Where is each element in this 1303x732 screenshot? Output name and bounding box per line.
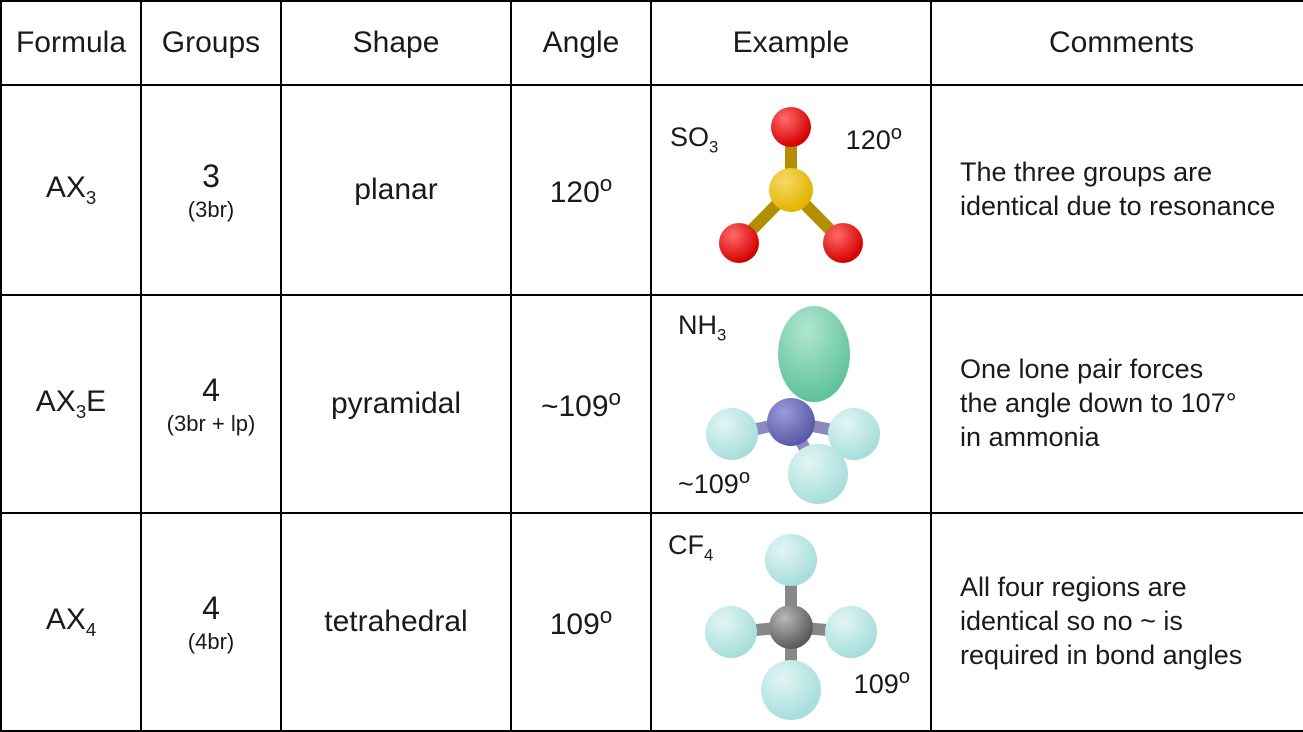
example-formula-label: CF4 (668, 530, 713, 565)
degree-icon: o (600, 171, 613, 196)
cell-groups: 4 (4br) (141, 513, 281, 731)
groups-note: (3br + lp) (152, 411, 270, 437)
cell-groups: 3 (3br) (141, 85, 281, 295)
cell-angle: ~109o (511, 295, 651, 513)
cell-example: SO3 120o (651, 85, 931, 295)
degree-icon: o (739, 466, 750, 488)
header-row: Formula Groups Shape Angle Example Comme… (1, 1, 1303, 85)
header-groups: Groups (141, 1, 281, 85)
groups-main: 3 (152, 158, 270, 195)
cell-example: NH3 ~109o (651, 295, 931, 513)
angle-value: ~109 (541, 390, 609, 423)
example-angle-value: ~109 (678, 469, 739, 499)
cell-comments: The three groups are identical due to re… (931, 85, 1303, 295)
formula-suffix: E (86, 385, 106, 418)
example-formula-label: NH3 (678, 310, 726, 345)
comments-line: One lone pair forces (960, 354, 1203, 384)
table-row: AX3 3 (3br) planar 120o SO3 120o (1, 85, 1303, 295)
formula-base: AX (46, 171, 86, 204)
formula-sub: 4 (86, 619, 96, 640)
formula-base: AX (46, 603, 86, 636)
table-row: AX4 4 (4br) tetrahedral 109o CF4 109o (1, 513, 1303, 731)
header-example: Example (651, 1, 931, 85)
example-angle-value: 120 (846, 125, 891, 155)
formula-sub: 3 (86, 187, 96, 208)
degree-icon: o (899, 666, 910, 688)
degree-icon: o (609, 385, 622, 410)
example-angle-label: 120o (846, 122, 902, 156)
groups-main: 4 (152, 590, 270, 627)
example-sub: 4 (704, 545, 713, 564)
example-sub: 3 (709, 137, 718, 156)
angle-value: 109 (550, 608, 600, 641)
groups-note: (3br) (152, 197, 270, 223)
header-shape: Shape (281, 1, 511, 85)
cell-comments: One lone pair forces the angle down to 1… (931, 295, 1303, 513)
comments-line: the angle down to 107° (960, 388, 1237, 418)
header-formula: Formula (1, 1, 141, 85)
example-formula-label: SO3 (670, 122, 718, 157)
cell-formula: AX3 (1, 85, 141, 295)
degree-icon: o (600, 603, 613, 628)
cell-angle: 109o (511, 513, 651, 731)
cell-shape: planar (281, 85, 511, 295)
cell-shape: pyramidal (281, 295, 511, 513)
example-base: CF (668, 530, 704, 560)
cell-groups: 4 (3br + lp) (141, 295, 281, 513)
groups-main: 4 (152, 372, 270, 409)
example-angle-label: ~109o (678, 466, 750, 500)
angle-value: 120 (550, 176, 600, 209)
cell-shape: tetrahedral (281, 513, 511, 731)
example-angle-value: 109 (854, 669, 899, 699)
cell-comments: All four regions are identical so no ~ i… (931, 513, 1303, 731)
cell-formula: AX3E (1, 295, 141, 513)
table-row: AX3E 4 (3br + lp) pyramidal ~109o NH3 ~1… (1, 295, 1303, 513)
example-base: NH (678, 310, 717, 340)
comments-line: in ammonia (960, 422, 1100, 452)
cell-example: CF4 109o (651, 513, 931, 731)
formula-base: AX (36, 385, 76, 418)
header-comments: Comments (931, 1, 1303, 85)
cell-angle: 120o (511, 85, 651, 295)
degree-icon: o (891, 122, 902, 144)
formula-sub: 3 (76, 401, 86, 422)
example-sub: 3 (717, 325, 726, 344)
molecular-geometry-table: Formula Groups Shape Angle Example Comme… (0, 0, 1303, 732)
cell-formula: AX4 (1, 513, 141, 731)
example-base: SO (670, 122, 709, 152)
example-angle-label: 109o (854, 666, 910, 700)
header-angle: Angle (511, 1, 651, 85)
groups-note: (4br) (152, 629, 270, 655)
